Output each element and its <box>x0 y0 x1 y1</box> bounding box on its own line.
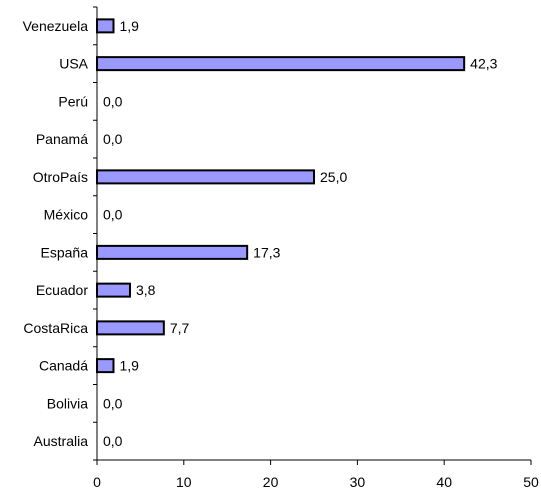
bar <box>96 244 249 260</box>
category-label: Panamá <box>36 131 88 147</box>
category-label: Venezuela <box>23 18 89 34</box>
value-label: 1,9 <box>119 18 139 34</box>
value-label: 1,9 <box>119 358 139 374</box>
category-label: OtroPaís <box>33 169 88 185</box>
bar <box>96 56 466 72</box>
x-tick-label: 20 <box>263 474 279 490</box>
category-label: USA <box>59 56 88 72</box>
category-label: Australia <box>34 433 89 449</box>
value-label: 0,0 <box>103 93 123 109</box>
bars <box>96 18 466 374</box>
value-label: 0,0 <box>103 207 123 223</box>
category-label: Ecuador <box>36 282 88 298</box>
x-tick-label: 10 <box>176 474 192 490</box>
category-label: Canadá <box>39 358 88 374</box>
bar <box>96 18 115 34</box>
value-label: 3,8 <box>136 282 156 298</box>
bar <box>96 358 115 374</box>
labels: 0 10 20 30 40 50 Venezuela 1,9 USA 42,3 Perú 0,0 Pan… <box>23 18 539 490</box>
value-label: 0,0 <box>103 395 123 411</box>
bar <box>96 320 165 336</box>
bar <box>96 282 131 298</box>
axes <box>93 6 532 465</box>
bar <box>96 169 315 185</box>
x-tick-label: 50 <box>523 474 539 490</box>
category-label: CostaRica <box>23 320 88 336</box>
value-label: 7,7 <box>170 320 190 336</box>
category-label: Perú <box>58 93 88 109</box>
value-label: 17,3 <box>253 244 280 260</box>
category-label: España <box>41 244 89 260</box>
value-label: 42,3 <box>470 56 497 72</box>
x-tick-label: 40 <box>436 474 452 490</box>
category-label: Bolivia <box>47 395 88 411</box>
value-label: 0,0 <box>103 433 123 449</box>
value-label: 25,0 <box>320 169 347 185</box>
category-label: México <box>44 207 89 223</box>
x-tick-label: 0 <box>93 474 101 490</box>
x-tick-label: 30 <box>350 474 366 490</box>
value-label: 0,0 <box>103 131 123 147</box>
